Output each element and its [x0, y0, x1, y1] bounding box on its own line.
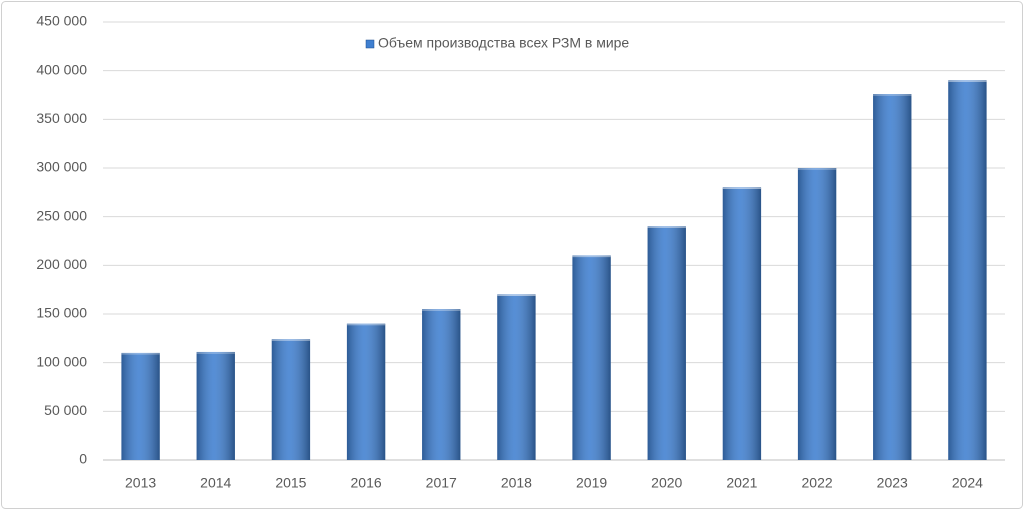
- bar-shade: [572, 255, 611, 460]
- y-tick-label: 100 000: [36, 353, 87, 369]
- x-tick-label: 2020: [651, 475, 682, 491]
- bar-shade: [873, 94, 912, 460]
- x-tick-label: 2023: [877, 475, 908, 491]
- y-tick-label: 400 000: [36, 61, 87, 77]
- y-tick-label: 300 000: [36, 159, 87, 175]
- legend-swatch: [365, 39, 375, 49]
- x-tick-label: 2013: [125, 475, 156, 491]
- y-tick-label: 350 000: [36, 110, 87, 126]
- y-tick-label: 200 000: [36, 256, 87, 272]
- bar-shade: [722, 187, 762, 460]
- bar-shade: [497, 294, 536, 460]
- x-tick-label: 2024: [952, 475, 983, 491]
- x-tick-label: 2015: [275, 475, 306, 491]
- bar-shade: [422, 309, 461, 460]
- bar-shade: [121, 352, 160, 460]
- bar-shade: [797, 168, 837, 460]
- bar-shade: [647, 226, 686, 460]
- y-tick-label: 50 000: [44, 402, 87, 418]
- x-tick-label: 2014: [200, 475, 231, 491]
- x-tick-label: 2021: [726, 475, 757, 491]
- bar-shade: [948, 80, 987, 461]
- bar-shade: [271, 339, 311, 460]
- y-tick-label: 150 000: [36, 305, 87, 321]
- y-tick-label: 450 000: [36, 13, 87, 29]
- x-tick-label: 2017: [426, 475, 457, 491]
- y-tick-label: 250 000: [36, 207, 87, 223]
- y-tick-label: 0: [79, 451, 87, 467]
- x-tick-label: 2022: [802, 475, 833, 491]
- x-tick-label: 2016: [351, 475, 382, 491]
- x-tick-label: 2019: [576, 475, 607, 491]
- bar-shade: [346, 323, 386, 460]
- x-tick-label: 2018: [501, 475, 532, 491]
- legend-label: Объем производства всех РЗМ в мире: [378, 35, 629, 51]
- bar-shade: [196, 351, 235, 460]
